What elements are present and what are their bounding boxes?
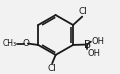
Text: O: O — [23, 39, 30, 48]
Text: CH₃: CH₃ — [2, 39, 16, 48]
Text: OH: OH — [92, 37, 105, 46]
Text: B: B — [84, 40, 91, 50]
Text: Cl: Cl — [47, 64, 56, 73]
Text: Cl: Cl — [78, 7, 87, 16]
Text: OH: OH — [88, 49, 101, 58]
